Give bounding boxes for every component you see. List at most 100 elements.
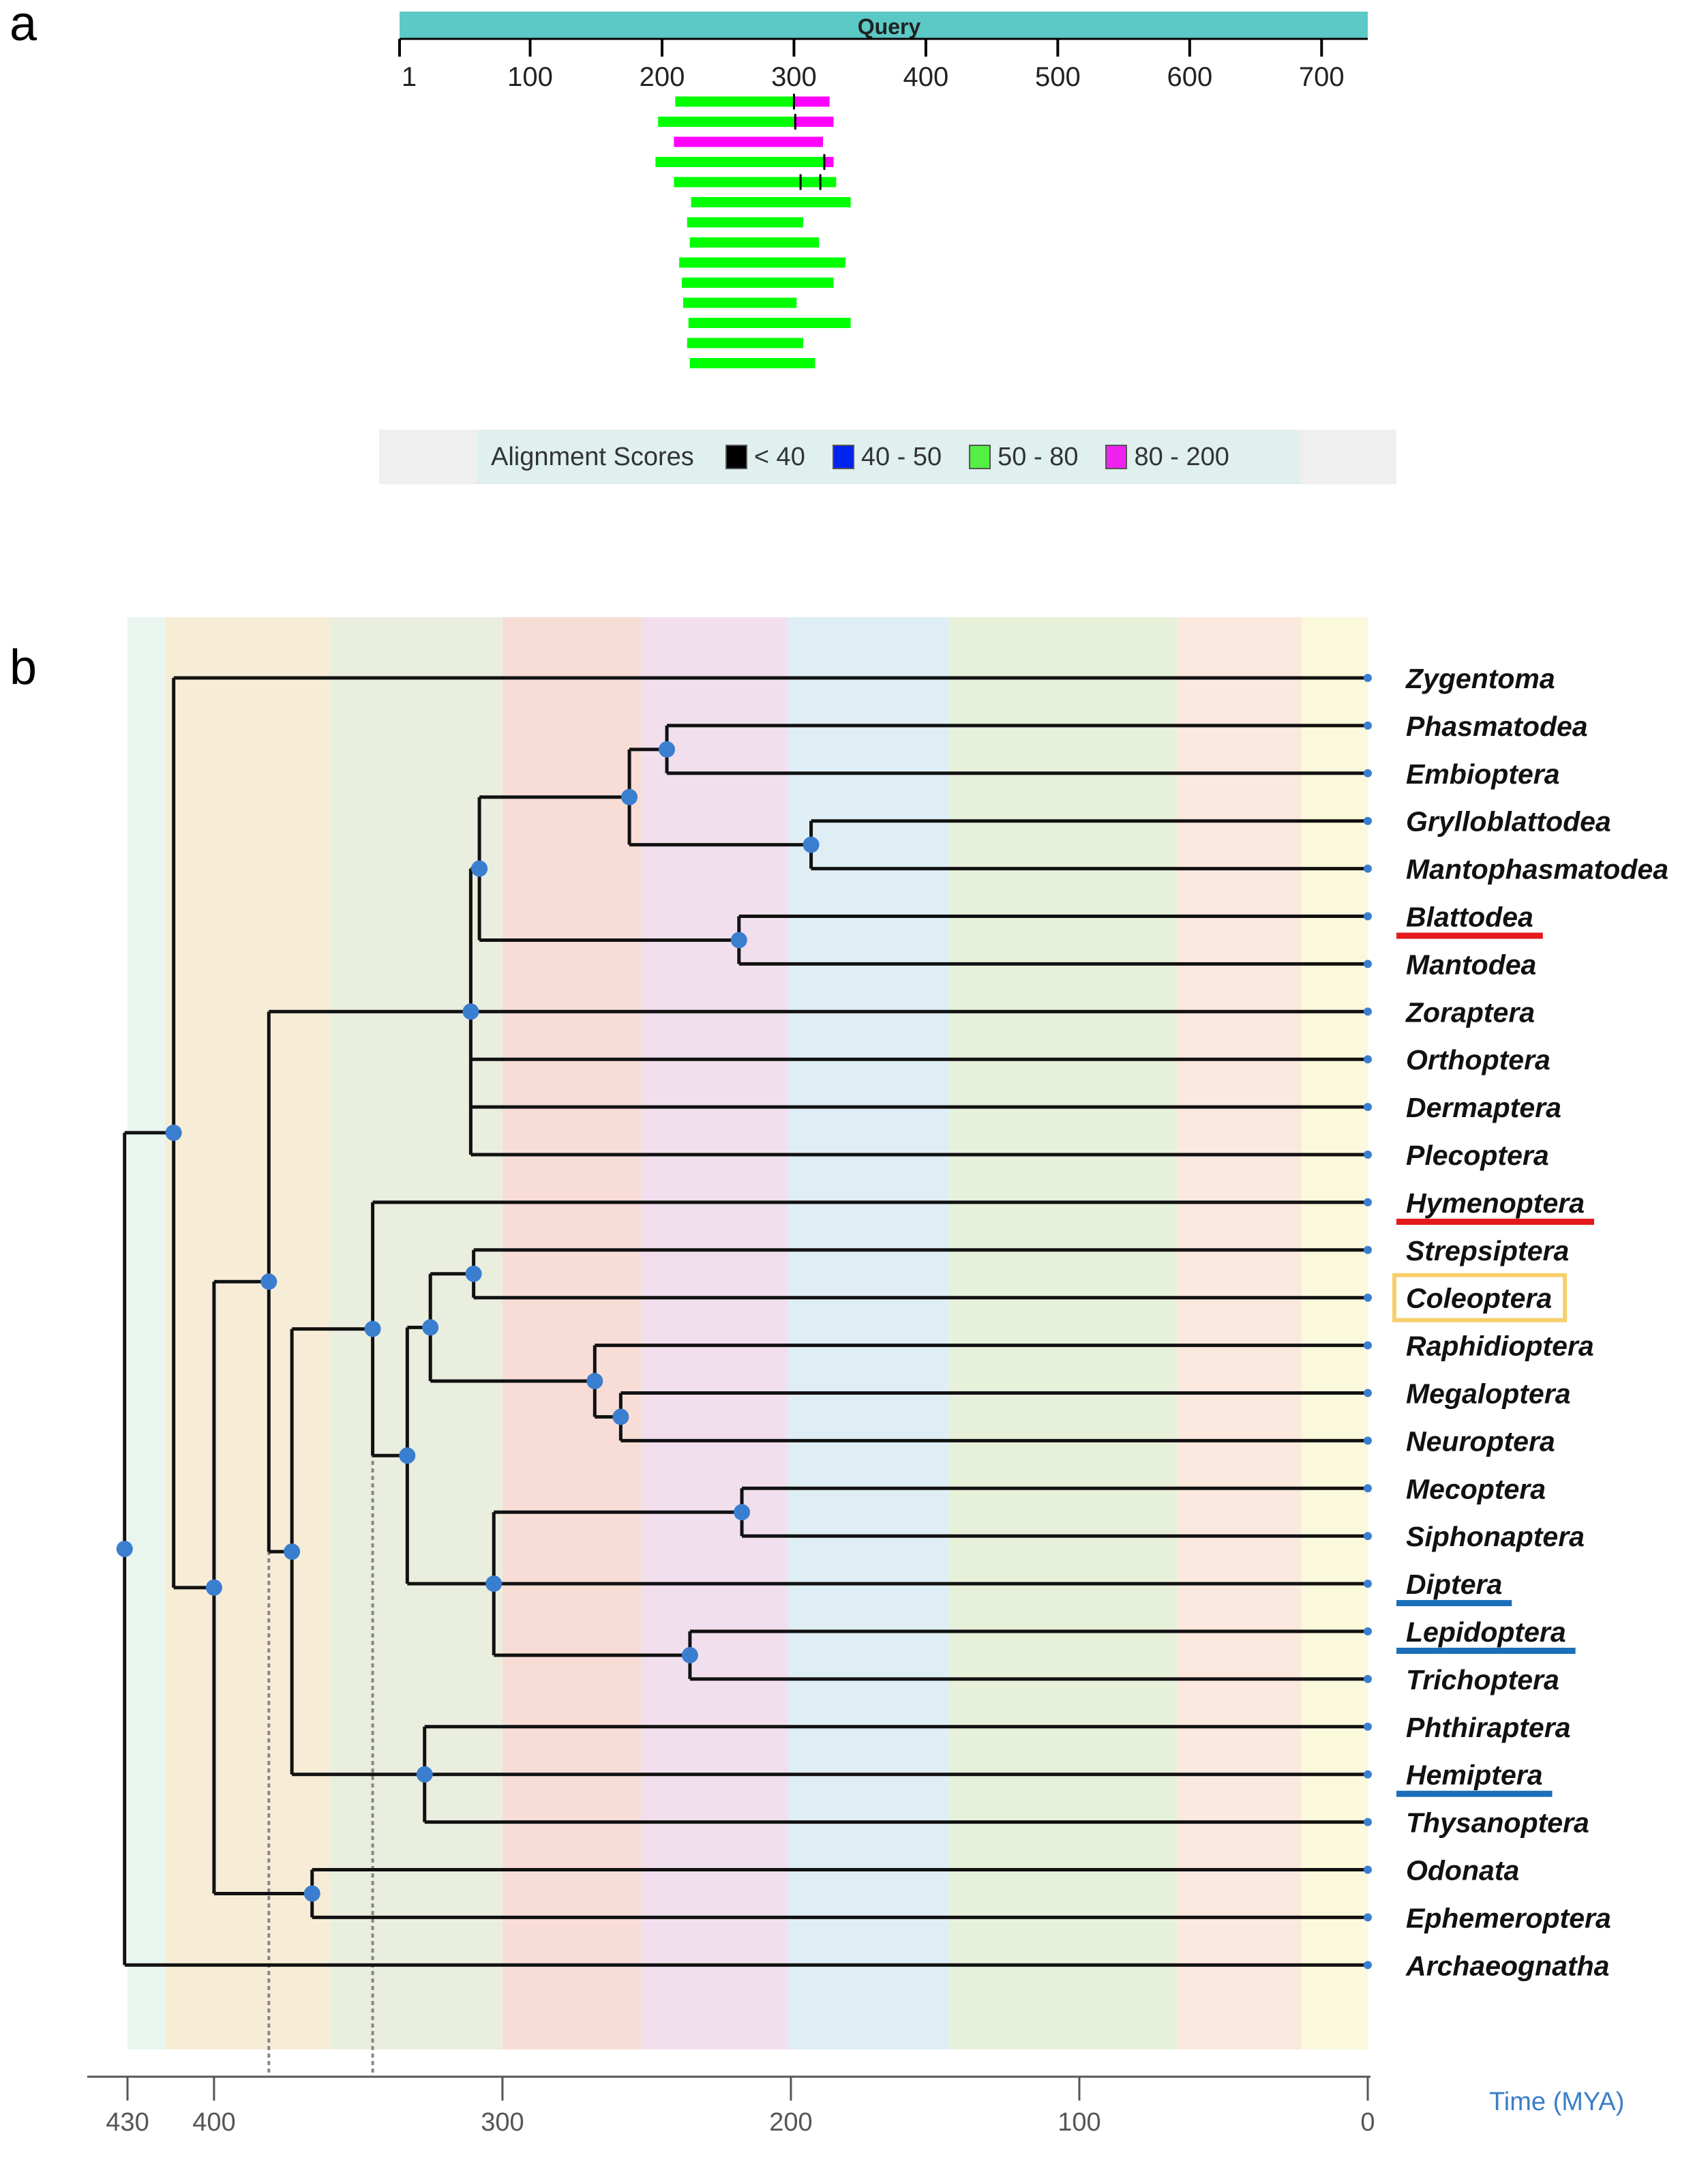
tree-node [399,1447,416,1464]
time-axis-tick-label: 200 [769,2108,812,2137]
taxon-label: Plecoptera [1406,1140,1549,1171]
hit-segment [688,318,851,328]
legend-item-80-200: 80 - 200 [1105,443,1229,472]
time-axis-label: Time (MYA) [1489,2088,1624,2116]
tree-tip [1364,674,1372,682]
taxon-underline [1396,1648,1576,1654]
alignment-graphic: Query 1 100 200 300 400 500 600 700 [398,12,1368,368]
tree-tip [1364,912,1372,921]
taxon-label: Coleoptera [1406,1283,1552,1314]
hit-segment [682,278,834,288]
taxon-label: Hemiptera [1406,1760,1543,1791]
taxon-label: Thysanoptera [1406,1807,1589,1839]
tree-node [462,1003,479,1020]
tree-node [803,836,820,853]
tree-node [205,1579,222,1596]
taxon-label: Grylloblattodea [1406,806,1611,838]
taxon-label: Mantophasmatodea [1406,854,1668,885]
tree-tip [1364,769,1372,777]
tree-node [422,1319,439,1336]
tree-tip [1364,1627,1372,1635]
tree-tip [1364,1961,1372,1970]
panel-b-letter: b [10,640,38,695]
query-axis-tick-label: 500 [1035,62,1081,92]
taxon-underline [1396,1790,1553,1797]
tree-tip [1364,1532,1372,1541]
tree-node [416,1766,433,1783]
tree-node [116,1541,133,1558]
legend-title: Alignment Scores [491,442,694,471]
taxon-label: Ephemeroptera [1406,1902,1611,1933]
tree-tip [1364,816,1372,825]
hit-segment [655,157,824,167]
taxon-label: Raphidioptera [1406,1331,1594,1362]
hit-segment [674,136,824,147]
legend-swatch-50-80 [969,445,991,469]
hit-segment [794,96,830,107]
hit-segment [658,117,794,127]
tree-node [485,1575,503,1592]
tree-node [303,1885,320,1902]
tree-tip [1364,1865,1372,1874]
taxon-underline [1396,1600,1512,1607]
taxon-label: Strepsiptera [1406,1235,1569,1266]
period-band [128,617,165,2049]
period-band [788,617,950,2049]
panel-a-letter: a [10,0,38,51]
time-axis-tick-label: 100 [1058,2108,1100,2137]
hit-segment [679,257,845,268]
legend-label-lt40: < 40 [753,442,805,471]
query-axis-tick-label: 700 [1299,62,1345,92]
taxon-label: Megaloptera [1406,1378,1571,1410]
period-band [164,617,330,2049]
taxon-label: Phasmatodea [1406,711,1588,742]
taxon-label: Dermaptera [1406,1092,1561,1123]
legend-item-40-50: 40 - 50 [832,442,942,472]
hit-segment [689,358,815,368]
period-band [949,617,1178,2049]
tree-node [659,741,676,758]
tree-node [465,1265,482,1282]
period-band [329,617,503,2049]
tree-node [165,1124,182,1141]
legend-label-50-80: 50 - 80 [998,442,1079,471]
tree-tip [1364,1341,1372,1350]
legend-label-40-50: 40 - 50 [860,442,942,471]
tree-tip [1364,1103,1372,1112]
taxon-label: Mantodea [1406,949,1536,980]
period-band [1177,617,1302,2049]
tree-node [471,860,488,877]
tree-tip [1364,1484,1372,1493]
taxon-label: Diptera [1406,1569,1502,1600]
query-axis-tick-label: 400 [903,62,949,92]
tree-tip [1364,1007,1372,1016]
taxon-underline [1396,932,1543,939]
tree-tip [1364,1722,1372,1731]
period-band [1301,617,1368,2049]
legend-swatch-80-200 [1105,445,1128,469]
tree-tip [1364,1770,1372,1779]
hit-segment [683,297,797,308]
tree-node [260,1273,278,1290]
tree-tip [1364,1818,1372,1826]
tree-node [730,932,747,949]
period-band [640,617,788,2049]
tree-tip [1364,1245,1372,1254]
tree-tip [1364,1055,1372,1064]
period-band [502,617,641,2049]
taxon-label: Zygentoma [1405,663,1555,694]
legend-swatch-lt40 [725,445,747,469]
legend-item-lt40: < 40 [725,443,805,472]
hit-segment [687,338,803,349]
hit-segment [824,157,834,167]
taxon-label: Blattodea [1406,902,1533,933]
tree-tip [1364,1913,1372,1922]
hit-segment [687,217,803,228]
taxon-label: Mecoptera [1406,1473,1546,1505]
tree-tip [1364,1198,1372,1206]
taxon-label: Trichoptera [1406,1664,1559,1695]
legend-label-80-200: 80 - 200 [1134,442,1229,471]
time-axis-tick-label: 0 [1360,2108,1375,2137]
query-bar [400,12,1368,39]
tree-tip [1364,960,1372,968]
